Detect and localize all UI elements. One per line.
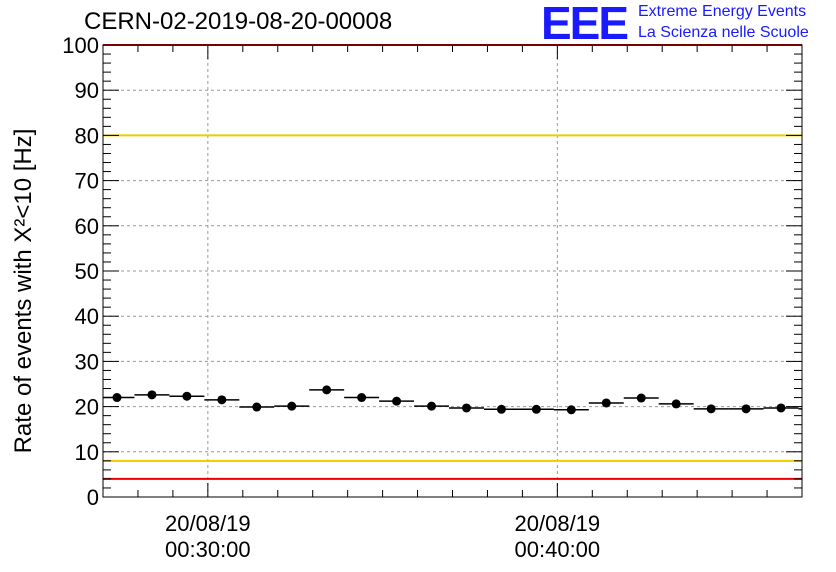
data-point — [741, 404, 751, 414]
data-point — [531, 404, 541, 414]
y-tick-label: 20 — [75, 395, 99, 420]
y-tick-label: 0 — [87, 485, 99, 510]
y-tick-label: 10 — [75, 440, 99, 465]
data-point — [112, 393, 122, 403]
y-tick-label: 50 — [75, 259, 99, 284]
y-tick-label: 70 — [75, 169, 99, 194]
y-tick-label: 60 — [75, 214, 99, 239]
y-tick-label: 30 — [75, 349, 99, 374]
data-point — [392, 396, 402, 406]
logo-subtitle-line1: Extreme Energy Events — [638, 3, 807, 20]
data-point — [496, 404, 506, 414]
logo-subtitle-line2: La Scienza nelle Scuole — [638, 24, 809, 41]
x-tick-label-time: 00:30:00 — [165, 537, 251, 562]
x-tick-label-time: 00:40:00 — [515, 537, 601, 562]
y-tick-label: 100 — [62, 33, 99, 58]
data-point — [217, 395, 227, 405]
y-axis-title: Rate of events with X²<10 [Hz] — [10, 129, 37, 454]
data-point — [252, 402, 262, 412]
data-point — [147, 390, 157, 400]
y-tick-label: 90 — [75, 78, 99, 103]
data-point — [671, 399, 681, 409]
run-title: CERN-02-2019-08-20-00008 — [84, 8, 393, 35]
eee-logo: EEE — [541, 0, 629, 49]
data-point — [322, 385, 332, 395]
x-tick-label-date: 20/08/19 — [515, 511, 601, 536]
data-point — [601, 398, 611, 408]
data-point — [636, 393, 646, 403]
data-point — [776, 403, 786, 413]
data-point — [357, 393, 367, 403]
data-point — [566, 405, 576, 415]
data-point — [182, 391, 192, 401]
data-point — [427, 401, 437, 411]
x-tick-label-date: 20/08/19 — [165, 511, 251, 536]
data-point — [461, 403, 471, 413]
data-point — [287, 401, 297, 411]
y-tick-label: 40 — [75, 304, 99, 329]
data-point — [706, 404, 716, 414]
y-tick-label: 80 — [75, 123, 99, 148]
